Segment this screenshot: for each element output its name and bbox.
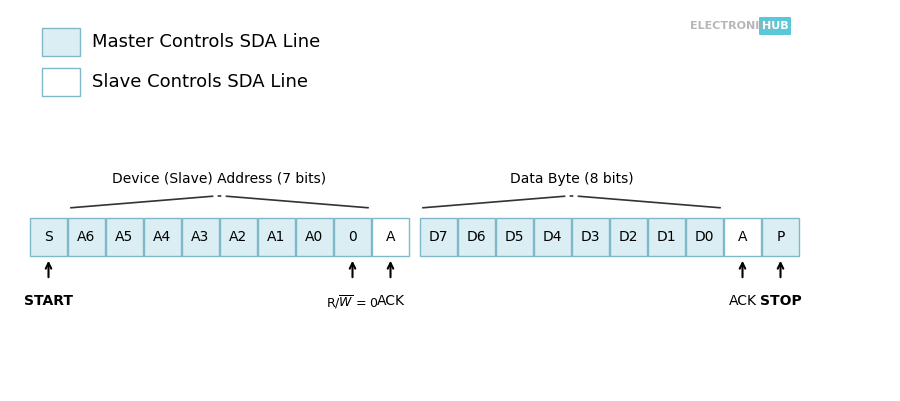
Text: D2: D2: [619, 230, 638, 244]
FancyBboxPatch shape: [686, 218, 723, 256]
Text: D6: D6: [467, 230, 486, 244]
FancyBboxPatch shape: [30, 218, 67, 256]
Text: HUB: HUB: [761, 21, 788, 31]
Text: D3: D3: [580, 230, 600, 244]
FancyBboxPatch shape: [258, 218, 295, 256]
FancyBboxPatch shape: [534, 218, 571, 256]
Text: Slave Controls SDA Line: Slave Controls SDA Line: [92, 73, 308, 91]
FancyBboxPatch shape: [334, 218, 371, 256]
FancyBboxPatch shape: [220, 218, 257, 256]
Text: A0: A0: [305, 230, 324, 244]
FancyBboxPatch shape: [42, 68, 80, 96]
Text: Master Controls SDA Line: Master Controls SDA Line: [92, 33, 320, 51]
FancyBboxPatch shape: [182, 218, 219, 256]
Text: D5: D5: [505, 230, 524, 244]
FancyBboxPatch shape: [296, 218, 333, 256]
Text: ACK: ACK: [376, 294, 404, 308]
FancyBboxPatch shape: [496, 218, 533, 256]
Text: 0: 0: [348, 230, 357, 244]
FancyBboxPatch shape: [372, 218, 409, 256]
Text: ACK: ACK: [728, 294, 757, 308]
FancyBboxPatch shape: [42, 28, 80, 56]
Text: A1: A1: [267, 230, 285, 244]
Text: A3: A3: [192, 230, 210, 244]
Text: D4: D4: [543, 230, 562, 244]
FancyBboxPatch shape: [648, 218, 685, 256]
Text: D1: D1: [657, 230, 676, 244]
Text: A: A: [386, 230, 395, 244]
Text: START: START: [24, 294, 73, 308]
Text: S: S: [44, 230, 53, 244]
FancyBboxPatch shape: [724, 218, 761, 256]
Text: D0: D0: [695, 230, 715, 244]
Text: ELECTRONICS: ELECTRONICS: [690, 21, 776, 31]
Text: A: A: [738, 230, 747, 244]
Text: STOP: STOP: [760, 294, 801, 308]
FancyBboxPatch shape: [610, 218, 647, 256]
FancyBboxPatch shape: [759, 17, 791, 35]
FancyBboxPatch shape: [420, 218, 457, 256]
FancyBboxPatch shape: [68, 218, 105, 256]
Text: Device (Slave) Address (7 bits): Device (Slave) Address (7 bits): [112, 172, 327, 186]
FancyBboxPatch shape: [762, 218, 799, 256]
FancyBboxPatch shape: [458, 218, 495, 256]
Text: R/$\overline{W}$ = 0: R/$\overline{W}$ = 0: [326, 294, 379, 311]
Text: Data Byte (8 bits): Data Byte (8 bits): [509, 172, 634, 186]
Text: A6: A6: [77, 230, 95, 244]
Text: A5: A5: [115, 230, 133, 244]
Text: A2: A2: [230, 230, 248, 244]
Text: P: P: [777, 230, 785, 244]
Text: D7: D7: [428, 230, 448, 244]
FancyBboxPatch shape: [144, 218, 181, 256]
Text: A4: A4: [153, 230, 172, 244]
FancyBboxPatch shape: [572, 218, 609, 256]
FancyBboxPatch shape: [106, 218, 143, 256]
